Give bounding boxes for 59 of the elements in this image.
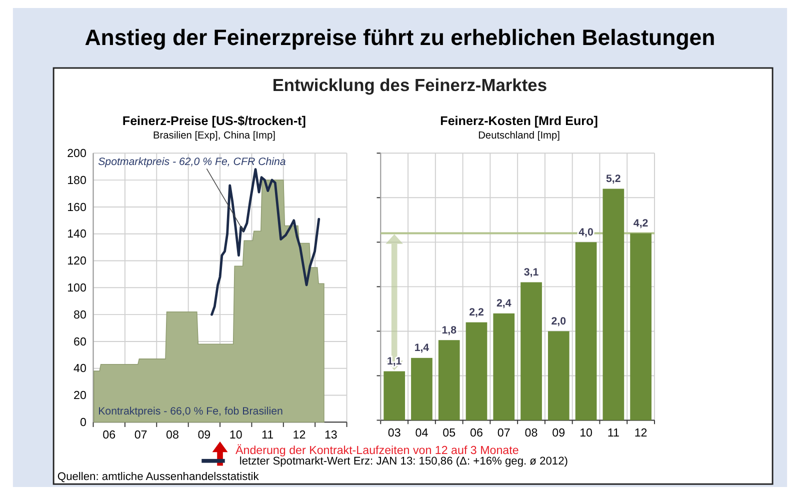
- bar: [411, 358, 432, 420]
- chart-subtitle: Deutschland [Imp]: [478, 130, 560, 142]
- x-tick-label: 07: [134, 428, 148, 442]
- data-label: 1,8: [442, 324, 457, 336]
- y-tick-label: 100: [67, 282, 86, 295]
- x-tick-label: 04: [415, 426, 429, 440]
- x-tick-label: 06: [470, 426, 483, 440]
- x-tick-label: 08: [166, 428, 179, 442]
- text: letzter Spotmarkt-Wert Erz: JAN 13: 150,86 (Δ: +16% geg. ø 2012): [239, 456, 568, 468]
- line-series: [210, 168, 320, 316]
- data-label: 2,4: [496, 298, 512, 310]
- bar: [438, 340, 460, 420]
- x-tick-label: 08: [524, 426, 538, 440]
- text: Anstieg der Feinerzpreise führt zu erheblichen Belastungen: [84, 24, 716, 50]
- text: Entwicklung des Feinerz-Marktes: [272, 75, 548, 96]
- chart-subtitle: Brasilien [Exp], China [Imp]: [152, 130, 276, 142]
- y-tick-label: 40: [74, 362, 86, 376]
- x-tick-label: 12: [292, 428, 306, 442]
- x-tick-label: 07: [497, 426, 510, 440]
- source-note: Quellen: amtliche Aussenhandelsstatistik: [57, 471, 260, 484]
- x-tick-label: 09: [552, 426, 566, 440]
- x-tick-label: 10: [229, 428, 242, 442]
- data-label: 4,2: [633, 218, 648, 230]
- y-tick-label: 180: [67, 174, 86, 187]
- data-label: 2,0: [551, 315, 566, 328]
- bar: [630, 233, 652, 420]
- x-tick-label: 11: [607, 426, 620, 440]
- x-tick-label: 03: [388, 426, 401, 440]
- x-tick-label: 11: [262, 428, 274, 442]
- x-tick-label: 06: [102, 428, 116, 442]
- chart-title: Feinerz-Preise [US-$/trocken-t]: [122, 114, 306, 128]
- y-tick-label: 160: [67, 200, 86, 214]
- y-tick-label: 20: [74, 389, 86, 402]
- bar: [520, 282, 542, 420]
- x-tick-label: 05: [442, 426, 456, 440]
- data-label: 5,2: [606, 172, 621, 185]
- x-tick-label: 09: [198, 428, 211, 442]
- series-label: Spotmarktpreis - 62,0 % Fe, CFR China: [98, 156, 286, 168]
- y-tick-label: 120: [67, 254, 86, 268]
- bar: [493, 313, 515, 420]
- text: Änderung der Kontrakt-Laufzeiten von 12 auf 3 Monate: [235, 444, 519, 458]
- bar: [602, 188, 624, 420]
- bar: [466, 322, 488, 420]
- series-label: Kontraktpreis - 66,0 % Fe, fob Brasilien: [98, 405, 284, 418]
- y-tick-label: 60: [74, 335, 86, 348]
- x-tick-label: 13: [324, 428, 338, 442]
- data-label: 3,1: [524, 266, 539, 278]
- data-label: 1,4: [414, 342, 430, 354]
- y-tick-label: 140: [67, 228, 86, 241]
- y-tick-label: 200: [67, 147, 86, 160]
- y-tick-label: 80: [74, 308, 86, 322]
- bar: [548, 331, 570, 420]
- data-label: 2,2: [469, 306, 484, 319]
- x-tick-label: 10: [580, 426, 592, 440]
- chart-title: Feinerz-Kosten [Mrd Euro]: [440, 114, 598, 128]
- y-tick-label: 0: [80, 416, 86, 430]
- data-label: 1,1: [386, 355, 402, 368]
- x-tick-label: 12: [634, 426, 648, 440]
- bar: [575, 242, 597, 420]
